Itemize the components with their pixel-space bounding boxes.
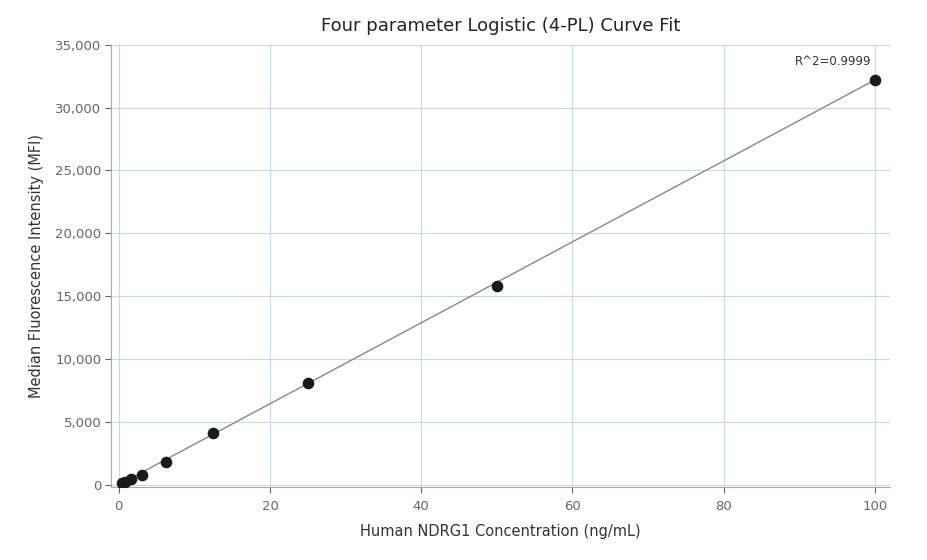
Point	[489, 282, 504, 291]
Point	[118, 478, 133, 487]
Title: Four parameter Logistic (4-PL) Curve Fit: Four parameter Logistic (4-PL) Curve Fit	[321, 17, 680, 35]
Point	[123, 474, 138, 483]
Point	[300, 379, 315, 388]
Text: R^2=0.9999: R^2=0.9999	[794, 55, 871, 68]
Point	[114, 479, 129, 488]
Point	[135, 471, 150, 480]
X-axis label: Human NDRG1 Concentration (ng/mL): Human NDRG1 Concentration (ng/mL)	[361, 524, 641, 539]
Point	[206, 428, 221, 437]
Point	[159, 458, 173, 466]
Y-axis label: Median Fluorescence Intensity (MFI): Median Fluorescence Intensity (MFI)	[29, 134, 44, 398]
Point	[868, 76, 883, 85]
